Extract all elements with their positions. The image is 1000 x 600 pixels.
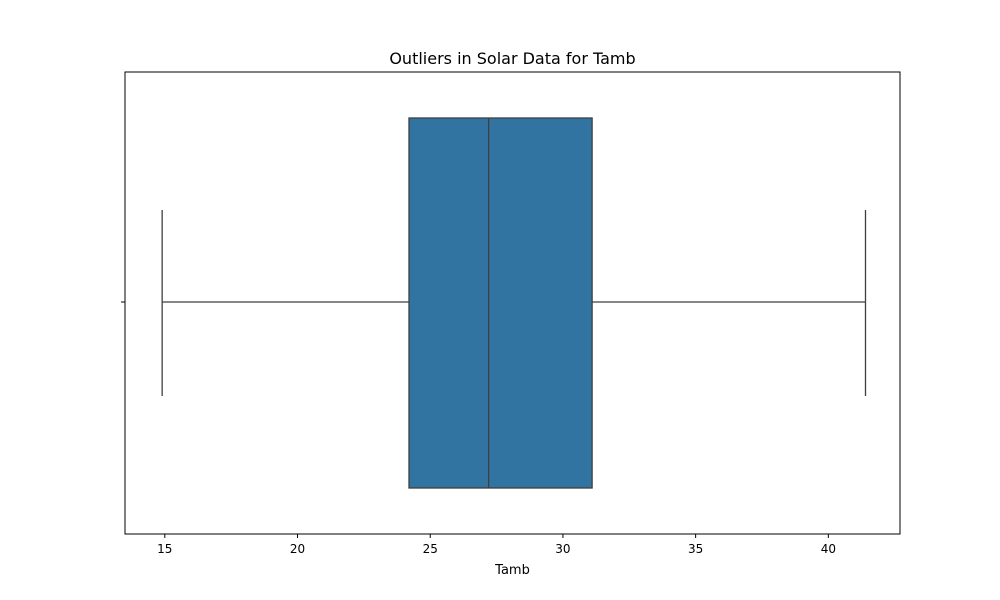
plot-area bbox=[161, 117, 867, 489]
axes-frame bbox=[124, 71, 901, 535]
iqr-box bbox=[408, 117, 593, 489]
x-axis-ticks: 15 20 25 30 35 40 bbox=[157, 534, 836, 556]
x-tick-label: 15 bbox=[157, 542, 172, 556]
x-tick-label: 30 bbox=[555, 542, 570, 556]
x-tick-label: 20 bbox=[290, 542, 305, 556]
x-tick-label: 40 bbox=[821, 542, 836, 556]
x-tick-label: 35 bbox=[688, 542, 703, 556]
chart-title: Outliers in Solar Data for Tamb bbox=[389, 49, 635, 68]
x-tick-label: 25 bbox=[423, 542, 438, 556]
x-axis-label: Tamb bbox=[494, 563, 530, 578]
